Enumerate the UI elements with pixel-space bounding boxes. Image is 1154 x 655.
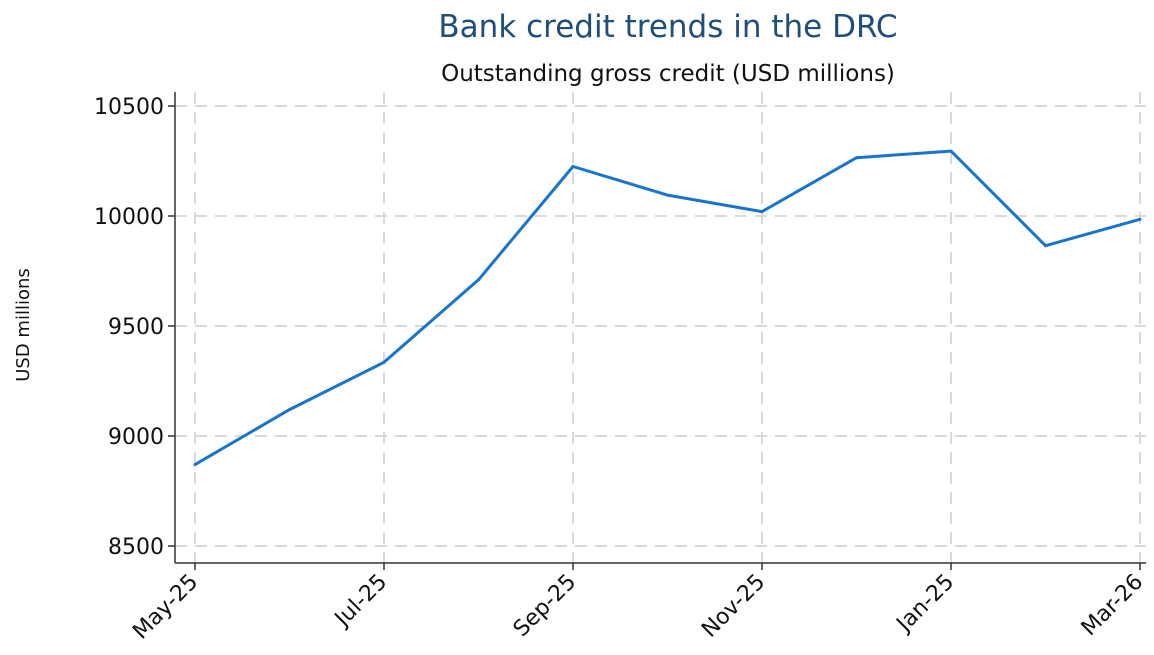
y-tick-label: 9500: [108, 315, 164, 340]
y-tick-label: 8500: [108, 535, 164, 560]
gridlines: [175, 92, 1146, 563]
data-point: [855, 156, 858, 160]
x-tick-label: Nov-25: [697, 570, 770, 643]
data-point: [1138, 217, 1142, 221]
data-point: [760, 210, 764, 214]
x-tick-label: Mar-26: [1077, 570, 1148, 641]
y-tick-label: 9000: [108, 425, 164, 450]
y-tick-label: 10000: [94, 205, 164, 230]
series-group: [193, 149, 1142, 467]
y-axis-ticks: 8500 9000 9500 10000 10500: [94, 95, 175, 560]
x-tick-label: May-25: [128, 570, 203, 645]
x-tick-label: Sep-25: [509, 570, 581, 642]
data-point: [288, 408, 291, 412]
data-point: [949, 149, 953, 153]
data-point: [666, 193, 669, 197]
data-point: [1044, 244, 1047, 248]
x-tick-label: Jul-25: [329, 570, 392, 633]
chart-title: Bank credit trends in the DRC: [438, 9, 897, 45]
data-point: [382, 360, 386, 364]
series-line: [194, 149, 1141, 466]
chart-subtitle: Outstanding gross credit (USD millions): [441, 61, 895, 87]
data-point: [193, 463, 197, 467]
data-point: [477, 278, 480, 282]
x-axis-ticks: May-25 Jul-25 Sep-25 Nov-25 Jan-25 Mar-26: [128, 563, 1148, 645]
axes: [174, 92, 1146, 564]
data-point: [571, 165, 575, 168]
x-tick-label: Jan-25: [891, 570, 959, 638]
y-tick-label: 10500: [94, 95, 164, 120]
y-axis-label: USD millions: [13, 268, 34, 382]
